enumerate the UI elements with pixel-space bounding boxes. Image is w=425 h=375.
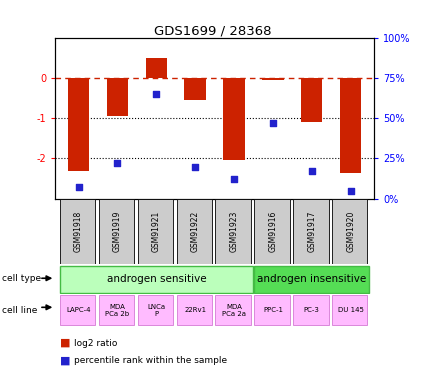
Bar xyxy=(176,200,212,264)
Bar xyxy=(332,296,367,325)
Bar xyxy=(99,296,134,325)
Text: GSM91920: GSM91920 xyxy=(346,211,355,252)
Bar xyxy=(254,266,369,293)
Text: GSM91918: GSM91918 xyxy=(74,211,83,252)
Bar xyxy=(68,78,89,171)
Text: 22Rv1: 22Rv1 xyxy=(184,308,206,314)
Bar xyxy=(301,78,323,122)
Text: percentile rank within the sample: percentile rank within the sample xyxy=(74,356,227,365)
Bar xyxy=(332,200,367,264)
Bar xyxy=(215,296,251,325)
Bar xyxy=(107,78,128,116)
Point xyxy=(114,160,121,166)
Text: PC-3: PC-3 xyxy=(304,308,320,314)
Bar xyxy=(138,200,173,264)
Text: GSM91921: GSM91921 xyxy=(152,211,161,252)
Bar xyxy=(138,296,173,325)
Bar xyxy=(146,58,167,78)
Text: LNCa
P: LNCa P xyxy=(147,304,165,317)
Bar xyxy=(99,200,134,264)
Text: DU 145: DU 145 xyxy=(338,308,364,314)
Text: GDS1699 / 28368: GDS1699 / 28368 xyxy=(154,24,271,38)
Point xyxy=(153,91,160,97)
Text: androgen insensitive: androgen insensitive xyxy=(257,274,366,284)
Bar xyxy=(254,296,290,325)
Bar xyxy=(60,200,95,264)
Text: GSM91919: GSM91919 xyxy=(113,211,122,252)
Bar xyxy=(215,200,251,264)
Text: ■: ■ xyxy=(60,356,70,366)
Bar xyxy=(293,200,329,264)
Bar xyxy=(60,296,95,325)
Bar xyxy=(184,78,206,100)
Bar xyxy=(224,78,245,160)
Point xyxy=(231,176,238,182)
Text: LAPC-4: LAPC-4 xyxy=(66,308,91,314)
Text: GSM91917: GSM91917 xyxy=(307,211,316,252)
Text: PPC-1: PPC-1 xyxy=(263,308,283,314)
Point xyxy=(269,120,276,126)
Text: cell type: cell type xyxy=(2,274,41,283)
Bar xyxy=(60,266,253,293)
Text: ■: ■ xyxy=(60,338,70,348)
Bar xyxy=(262,78,283,80)
Point xyxy=(309,168,315,174)
Bar xyxy=(293,296,329,325)
Bar xyxy=(176,296,212,325)
Text: MDA
PCa 2a: MDA PCa 2a xyxy=(222,304,246,317)
Text: log2 ratio: log2 ratio xyxy=(74,339,118,348)
Text: androgen sensitive: androgen sensitive xyxy=(107,274,206,284)
Point xyxy=(192,164,198,170)
Text: GSM91916: GSM91916 xyxy=(269,211,278,252)
Text: GSM91923: GSM91923 xyxy=(230,211,238,252)
Point xyxy=(347,188,354,194)
Text: MDA
PCa 2b: MDA PCa 2b xyxy=(105,304,130,317)
Bar xyxy=(340,78,361,172)
Text: cell line: cell line xyxy=(2,306,37,315)
Text: GSM91922: GSM91922 xyxy=(191,211,200,252)
Point xyxy=(75,184,82,190)
Bar xyxy=(254,200,290,264)
